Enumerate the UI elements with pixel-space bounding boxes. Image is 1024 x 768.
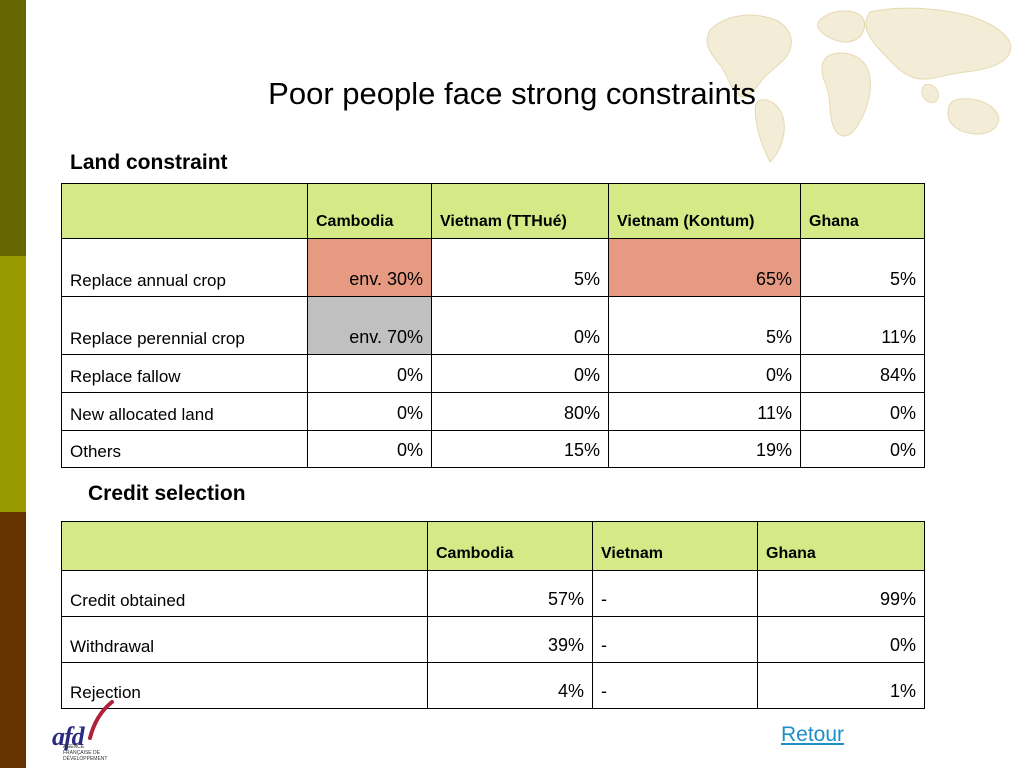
cell-value: 80% [431, 392, 609, 431]
credit-selection-table: Cambodia Vietnam Ghana Credit obtained 5… [61, 521, 925, 709]
table-row: Replace annual crop env. 30% 5% 65% 5% [61, 238, 925, 297]
left-color-bar [0, 0, 26, 768]
header-cell: Vietnam [592, 521, 758, 571]
cell-value: 84% [800, 354, 925, 393]
table-row: Credit obtained 57% - 99% [61, 570, 925, 617]
table-row: Replace fallow 0% 0% 0% 84% [61, 354, 925, 393]
cell-value: 0% [757, 616, 925, 663]
cell-value: 0% [800, 430, 925, 468]
row-label: Replace fallow [61, 354, 308, 393]
header-cell: Vietnam (TTHué) [431, 183, 609, 239]
row-label: Replace annual crop [61, 238, 308, 297]
cell-value: - [592, 570, 758, 617]
cell-value: 99% [757, 570, 925, 617]
logo-text: afd [52, 722, 85, 751]
row-label: Withdrawal [61, 616, 428, 663]
header-cell: Vietnam (Kontum) [608, 183, 801, 239]
cell-value: 0% [608, 354, 801, 393]
header-cell [61, 183, 308, 239]
table-row: Replace perennial crop env. 70% 0% 5% 11… [61, 296, 925, 355]
cell-value: 5% [608, 296, 801, 355]
row-label: Credit obtained [61, 570, 428, 617]
cell-value: 5% [431, 238, 609, 297]
row-label: New allocated land [61, 392, 308, 431]
header-cell: Ghana [757, 521, 925, 571]
table-row: Others 0% 15% 19% 0% [61, 430, 925, 468]
bar-segment-brown [0, 512, 26, 768]
bar-segment-yellow [0, 256, 26, 512]
cell-value: 19% [608, 430, 801, 468]
land-constraint-heading: Land constraint [70, 151, 228, 174]
bar-segment-olive [0, 0, 26, 256]
cell-value: 39% [427, 616, 593, 663]
table-row: Rejection 4% - 1% [61, 662, 925, 709]
header-cell: Cambodia [307, 183, 432, 239]
row-label: Replace perennial crop [61, 296, 308, 355]
header-cell: Cambodia [427, 521, 593, 571]
header-cell [61, 521, 428, 571]
table-header-row: Cambodia Vietnam (TTHué) Vietnam (Kontum… [61, 183, 925, 239]
logo-swoosh-icon [88, 700, 114, 740]
cell-value: env. 70% [307, 296, 432, 355]
cell-value: 15% [431, 430, 609, 468]
cell-value: 0% [307, 392, 432, 431]
cell-value: env. 30% [307, 238, 432, 297]
cell-value: 1% [757, 662, 925, 709]
table-row: Withdrawal 39% - 0% [61, 616, 925, 663]
table-row: New allocated land 0% 80% 11% 0% [61, 392, 925, 431]
cell-value: 11% [800, 296, 925, 355]
cell-value: 57% [427, 570, 593, 617]
land-constraint-table: Cambodia Vietnam (TTHué) Vietnam (Kontum… [61, 183, 925, 468]
slide-title: Poor people face strong constraints [268, 76, 756, 111]
credit-selection-heading: Credit selection [88, 482, 246, 505]
cell-value: 0% [431, 354, 609, 393]
cell-value: 0% [307, 430, 432, 468]
header-cell: Ghana [800, 183, 925, 239]
logo-subtitle: AGENCE FRANÇAISE DE DÉVELOPPEMENT [63, 744, 108, 762]
afd-logo: afd AGENCE FRANÇAISE DE DÉVELOPPEMENT [52, 700, 122, 762]
cell-value: 0% [307, 354, 432, 393]
row-label: Others [61, 430, 308, 468]
cell-value: - [592, 662, 758, 709]
cell-value: - [592, 616, 758, 663]
table-header-row: Cambodia Vietnam Ghana [61, 521, 925, 571]
retour-link[interactable]: Retour [781, 723, 845, 746]
cell-value: 4% [427, 662, 593, 709]
cell-value: 0% [800, 392, 925, 431]
cell-value: 0% [431, 296, 609, 355]
row-label: Rejection [61, 662, 428, 709]
world-map-watermark-icon [706, 7, 1012, 163]
cell-value: 11% [608, 392, 801, 431]
cell-value: 5% [800, 238, 925, 297]
cell-value: 65% [608, 238, 801, 297]
